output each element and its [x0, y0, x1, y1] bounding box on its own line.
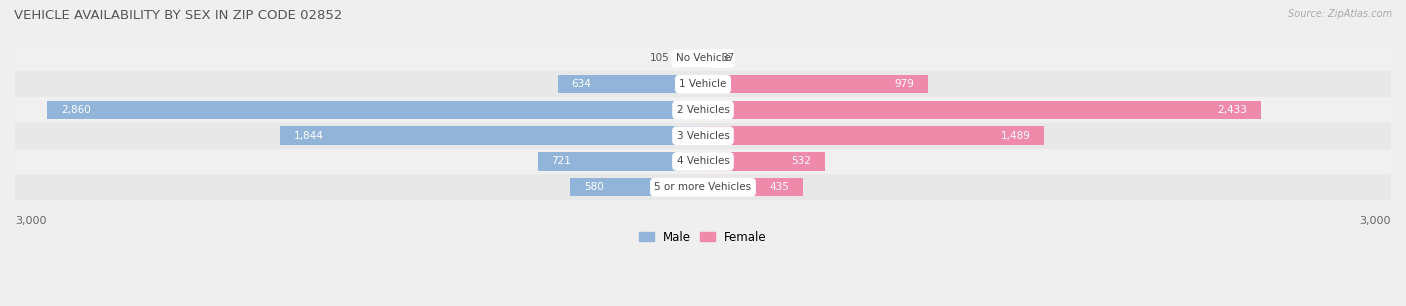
Text: 3,000: 3,000	[1360, 215, 1391, 226]
Bar	[703, 75, 928, 94]
Text: 721: 721	[551, 156, 571, 166]
Bar	[15, 71, 1391, 97]
Text: 4 Vehicles: 4 Vehicles	[676, 156, 730, 166]
Text: 1,844: 1,844	[294, 131, 323, 141]
Bar	[537, 152, 703, 171]
Bar	[703, 152, 825, 171]
Text: 2,860: 2,860	[60, 105, 90, 115]
Text: 580: 580	[583, 182, 603, 192]
Bar	[15, 174, 1391, 200]
Text: 435: 435	[769, 182, 789, 192]
Text: 979: 979	[894, 79, 914, 89]
Bar	[15, 97, 1391, 123]
Bar	[703, 101, 1261, 119]
Text: VEHICLE AVAILABILITY BY SEX IN ZIP CODE 02852: VEHICLE AVAILABILITY BY SEX IN ZIP CODE …	[14, 9, 343, 22]
Bar	[48, 101, 703, 119]
Text: 37: 37	[721, 54, 734, 63]
Bar	[703, 49, 711, 68]
Bar	[15, 46, 1391, 71]
Legend: Male, Female: Male, Female	[640, 231, 766, 244]
Text: 634: 634	[571, 79, 592, 89]
Bar	[280, 126, 703, 145]
Bar	[679, 49, 703, 68]
Text: No Vehicle: No Vehicle	[675, 54, 731, 63]
Text: 5 or more Vehicles: 5 or more Vehicles	[654, 182, 752, 192]
Bar	[558, 75, 703, 94]
Bar	[15, 149, 1391, 174]
Text: 1,489: 1,489	[1001, 131, 1031, 141]
Text: 1 Vehicle: 1 Vehicle	[679, 79, 727, 89]
Text: 105: 105	[650, 54, 669, 63]
Bar	[703, 126, 1045, 145]
Bar	[703, 178, 803, 196]
Text: 2,433: 2,433	[1218, 105, 1247, 115]
Bar	[569, 178, 703, 196]
Text: 532: 532	[792, 156, 811, 166]
Text: 2 Vehicles: 2 Vehicles	[676, 105, 730, 115]
Text: 3,000: 3,000	[15, 215, 46, 226]
Text: 3 Vehicles: 3 Vehicles	[676, 131, 730, 141]
Bar	[15, 123, 1391, 149]
Text: Source: ZipAtlas.com: Source: ZipAtlas.com	[1288, 9, 1392, 19]
